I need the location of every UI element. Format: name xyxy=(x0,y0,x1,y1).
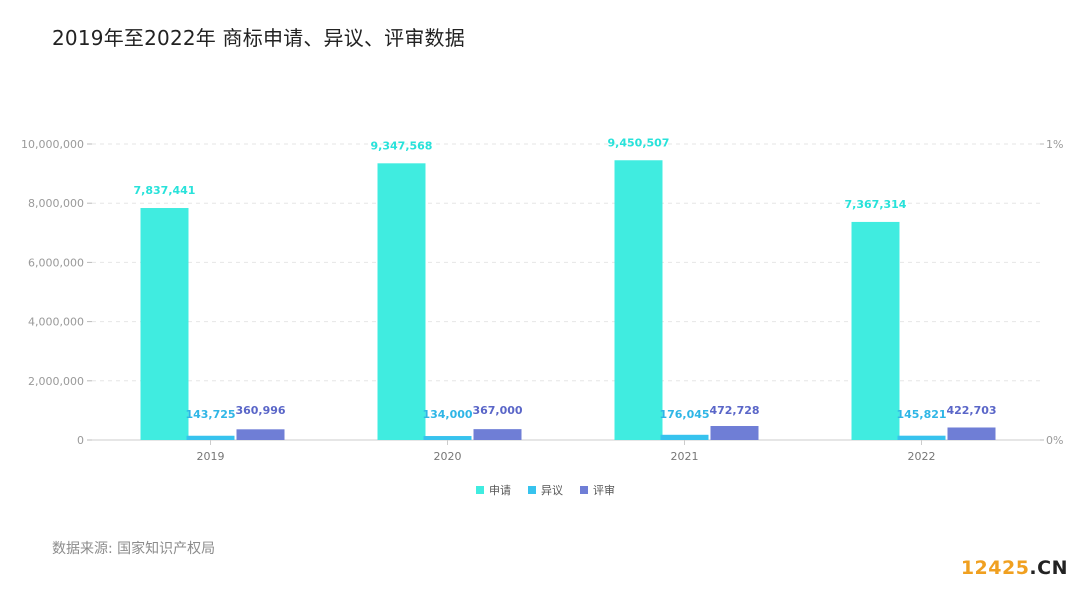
bar-opposition-2020 xyxy=(423,436,472,440)
bar-opposition-2022 xyxy=(897,435,946,440)
bar-review-2022 xyxy=(947,427,996,440)
watermark-suffix: .CN xyxy=(1029,557,1068,579)
bar-application-2020 xyxy=(377,163,426,440)
y-tick-label: 10,000,000 xyxy=(21,138,84,151)
data-label-application-2022: 7,367,314 xyxy=(845,198,907,211)
legend-swatch-review xyxy=(580,486,588,494)
data-label-application-2020: 9,347,568 xyxy=(371,139,433,152)
bar-review-2019 xyxy=(236,429,285,440)
legend-swatch-opposition xyxy=(528,486,536,494)
legend-label-application: 申请 xyxy=(489,484,511,497)
y2-tick-label: 0% xyxy=(1046,434,1063,447)
legend-swatch-application xyxy=(476,486,484,494)
watermark-number: 12425 xyxy=(960,557,1030,579)
data-label-application-2019: 7,837,441 xyxy=(134,184,196,197)
site-watermark: 12425.CN xyxy=(961,557,1068,579)
x-tick-label-2020: 2020 xyxy=(434,450,462,463)
data-label-opposition-2019: 143,725 xyxy=(185,408,235,421)
chart-title: 2019年至2022年 商标申请、异议、评审数据 xyxy=(52,26,465,50)
data-label-review-2019: 360,996 xyxy=(235,404,285,417)
data-label-opposition-2021: 176,045 xyxy=(659,408,709,421)
data-label-review-2021: 472,728 xyxy=(709,404,759,417)
bar-review-2021 xyxy=(710,426,759,440)
x-tick-label-2022: 2022 xyxy=(908,450,936,463)
bar-application-2022 xyxy=(851,221,900,440)
data-label-opposition-2022: 145,821 xyxy=(896,408,946,421)
bar-application-2019 xyxy=(140,208,189,440)
bar-opposition-2019 xyxy=(186,435,235,440)
y-tick-label: 6,000,000 xyxy=(28,256,84,269)
y2-tick-label: 1% xyxy=(1046,138,1063,151)
y-tick-label: 2,000,000 xyxy=(28,375,84,388)
bar-review-2020 xyxy=(473,429,522,440)
y-tick-label: 4,000,000 xyxy=(28,316,84,329)
data-source-note: 数据来源: 国家知识产权局 xyxy=(52,541,216,557)
x-tick-label-2021: 2021 xyxy=(671,450,699,463)
bar-application-2021 xyxy=(614,160,663,440)
x-tick-label-2019: 2019 xyxy=(197,450,225,463)
y-tick-label: 8,000,000 xyxy=(28,197,84,210)
bar-opposition-2021 xyxy=(660,434,709,440)
chart-card xyxy=(12,0,1080,591)
data-label-application-2021: 9,450,507 xyxy=(608,136,670,149)
data-label-review-2020: 367,000 xyxy=(472,404,522,417)
y-tick-label: 0 xyxy=(77,434,84,447)
legend-label-review: 评审 xyxy=(593,483,615,497)
legend-label-opposition: 异议 xyxy=(541,484,563,497)
data-label-opposition-2020: 134,000 xyxy=(422,408,472,421)
data-label-review-2022: 422,703 xyxy=(946,404,996,417)
